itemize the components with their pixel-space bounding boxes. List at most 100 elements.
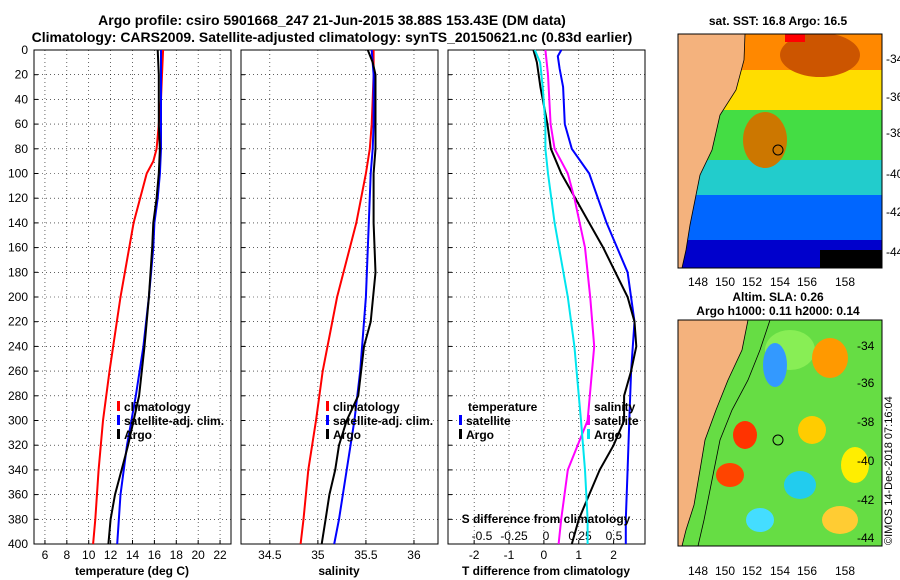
sst-argo-marker [772,144,784,156]
sst-max-patch [785,34,805,42]
sla-lat-tick-label: -36 [857,376,875,390]
x-tick-label: 6 [42,548,49,562]
sst-lat-tick-label: -44 [886,245,900,259]
x-tick-label: 14 [126,548,140,562]
sst-lat-tick-label: -38 [886,126,900,140]
series-line-salinity-argo [533,49,589,544]
x-tick-label: 34.5 [258,548,282,562]
sla-lon-tick-label: 156 [797,564,817,578]
sst-eddy-patch [743,112,787,168]
sst-lat-tick-label: -40 [886,167,900,181]
series-line-salinity-satellite [544,49,596,545]
depth-tick-label: 0 [21,43,28,57]
x-tick-label: -2 [469,548,480,562]
depth-tick-label: 180 [8,265,28,279]
x-tick-label: 12 [104,548,118,562]
depth-tick-label: 20 [15,68,29,82]
x-tick-label: 35 [311,548,325,562]
sla-map-title-line2: Argo h1000: 0.11 h2000: 0.14 [696,304,860,318]
x2-tick-label: 0 [543,529,550,543]
legend-s-satellite-swatch [587,415,590,425]
legend-t-satellite-label: satellite [466,414,511,428]
sst-lon-tick-label: 148 [688,275,708,289]
sst-map-frame [677,33,883,269]
legend-s-argo-swatch [587,429,590,439]
series-line-climatology [92,49,165,545]
depth-tick-label: 120 [8,191,28,205]
sst-lon-tick-label: 150 [715,275,735,289]
sst-cyan-band [678,160,882,200]
legend-climatology-label: climatology [124,400,191,414]
sla-lon-tick-label: 150 [715,564,735,578]
sst-lon-tick-label: 152 [742,275,762,289]
legend-satellite-swatch [117,415,120,425]
x-tick-label: 35.5 [354,548,378,562]
map-tick-layer: 148 150 152 154 156 158 -34 -36 -38 -40 -42 -44 148 1… [688,52,900,578]
temperature-xlabel: temperature (deg C) [75,564,189,578]
sst-map-title: sat. SST: 16.8 Argo: 16.5 [709,14,848,28]
x-tick-label: 0 [541,548,548,562]
sst-lon-tick-label: 158 [835,275,855,289]
temperature-legend: climatology satellite-adj. clim. Argo [117,400,224,442]
x-tick-label: 2 [610,548,617,562]
depth-tick-label: 300 [8,414,28,428]
series-line-temperature-argo [532,49,638,545]
salinity-difference-x2label: S difference from climatology [462,512,631,526]
sla-high-patch [841,447,869,483]
legend-s-argo-label: Argo [594,428,622,442]
depth-tick-label: 340 [8,463,28,477]
x-tick-label: 1 [575,548,582,562]
sst-lat-tick-label: -34 [886,52,900,66]
salinity-panel-frame [240,49,439,545]
x2-tick-label: 0.5 [606,529,623,543]
difference-legend: temperature satellite Argo salinity sate… [459,400,639,442]
depth-tick-label: 40 [15,92,29,106]
x-tick-label: 20 [191,548,205,562]
sla-map-title-line1: Altim. SLA: 0.26 [732,290,824,304]
legend-argo-label: Argo [333,428,361,442]
legend-t-argo-swatch [459,429,462,439]
depth-tick-label: 280 [8,389,28,403]
depth-tick-label: 80 [15,142,29,156]
sla-argo-marker [772,434,784,446]
legend-satellite-label: satellite-adj. clim. [333,414,433,428]
legend-salinity-heading: salinity [594,400,636,414]
sla-high-patch [798,416,826,444]
sla-low-patch [746,508,774,532]
sst-missing-data [820,250,882,268]
legend-climatology-label: climatology [333,400,400,414]
sla-low-patch [763,343,787,387]
sla-lon-tick-label: 148 [688,564,708,578]
depth-tick-label: 100 [8,167,28,181]
legend-satellite-label: satellite-adj. clim. [124,414,224,428]
sst-hot-patch [780,34,860,77]
x-tick-label: -1 [504,548,515,562]
sla-lat-tick-label: -42 [857,493,875,507]
series-line-satellite-adj-clim [333,49,375,545]
legend-climatology-swatch [117,401,120,411]
sla-lon-tick-label: 154 [770,564,790,578]
legend-temperature-heading: temperature [468,400,538,414]
sst-map [678,34,882,268]
legend-argo-swatch [117,429,120,439]
sla-high-patch [716,463,744,487]
series-line-argo [107,49,161,545]
legend-s-satellite-label: satellite [594,414,639,428]
depth-tick-label: 160 [8,241,28,255]
legend-t-satellite-swatch [459,415,462,425]
sst-land-australia [678,34,746,268]
depth-tick-label: 260 [8,364,28,378]
sst-lat-tick-label: -36 [886,90,900,104]
series-line-argo [320,49,377,545]
sla-high-patch [822,506,858,534]
sla-map [678,320,882,546]
depth-tick-label: 220 [8,315,28,329]
temperature-panel-frame [33,49,232,545]
imos-credit: ©IMOS 14-Dec-2018 07:16:04 [883,396,895,545]
series-layer [92,49,638,545]
depth-tick-label: 140 [8,216,28,230]
sst-lat-tick-label: -42 [886,205,900,219]
difference-xlabel: T difference from climatology [462,564,630,578]
depth-tick-label: 240 [8,339,28,353]
